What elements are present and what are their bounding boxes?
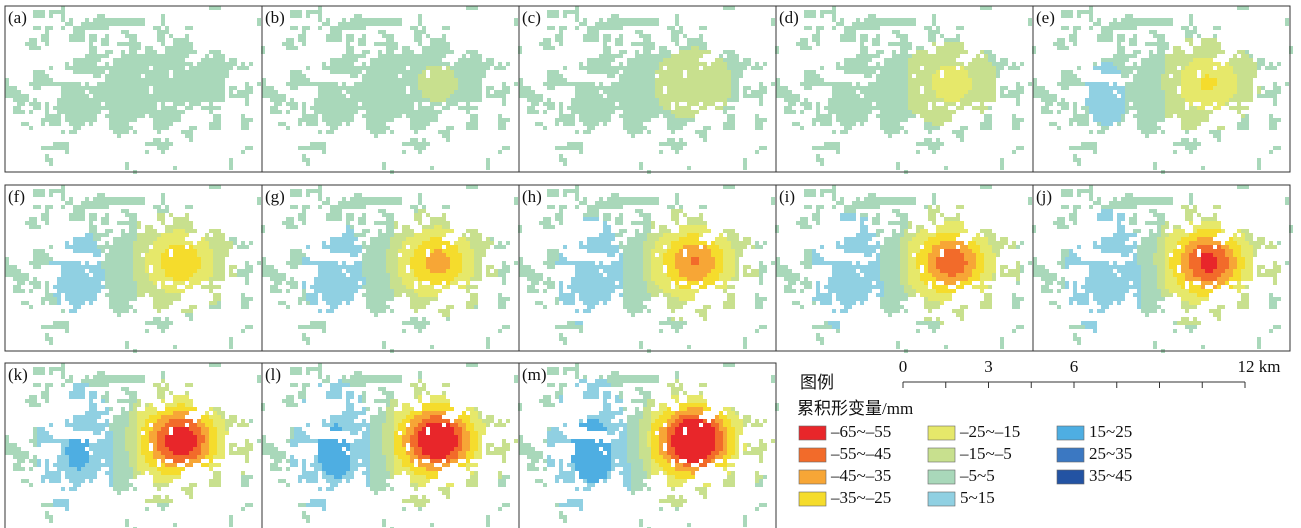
scale-label: 6	[1070, 357, 1079, 376]
panel-label: (b)	[265, 8, 285, 27]
panel-label: (k)	[8, 365, 28, 384]
panel-label: (m)	[522, 365, 547, 384]
legend-swatch	[1057, 448, 1084, 462]
deformation-patch	[318, 423, 350, 479]
legend-label: –55~–45	[830, 444, 891, 463]
map-panel: (g)	[262, 185, 522, 353]
legend-swatch	[928, 470, 955, 484]
deformation-patch	[812, 213, 884, 329]
legend-swatch	[799, 492, 826, 506]
scale-label: 0	[899, 357, 908, 376]
legend-label: –65~–55	[830, 422, 891, 441]
legend-swatch	[928, 426, 955, 440]
map-panel: (l)	[262, 363, 522, 528]
map-panel: (f)	[5, 185, 265, 353]
legend-swatch	[799, 470, 826, 484]
legend-subtitle: 累积形变量/mm	[797, 399, 913, 418]
panel-label: (l)	[265, 365, 281, 384]
map-panel: (k)	[5, 363, 265, 528]
panel-label: (d)	[779, 8, 799, 27]
map-panel: (h)	[519, 185, 779, 353]
legend-swatch	[799, 426, 826, 440]
panel-label: (j)	[1036, 187, 1052, 206]
figure: 图例 累积形变量/mm (a) (b) (c) (d) (e) (f) (g) (h) (i) (…	[0, 0, 1301, 528]
deformation-patch	[262, 6, 522, 174]
map-panel: (d)	[776, 6, 1036, 174]
map-panel: (c)	[519, 6, 779, 174]
legend-label: –5~5	[959, 466, 995, 485]
deformation-patch	[5, 6, 265, 174]
deformation-patch	[555, 217, 623, 325]
legend-swatch	[1057, 470, 1084, 484]
deformation-patch	[571, 419, 611, 483]
panel-label: (f)	[8, 187, 25, 206]
legend-label: 5~15	[960, 488, 995, 507]
panel-label: (g)	[265, 187, 285, 206]
scale-label: 12 km	[1238, 357, 1281, 376]
map-panel: (j)	[1033, 185, 1293, 353]
legend-label: 15~25	[1089, 422, 1132, 441]
deformation-patch	[936, 249, 968, 277]
legend-swatch	[1057, 426, 1084, 440]
legend-label: –15~–5	[959, 444, 1012, 463]
deformation-patch	[1033, 6, 1293, 174]
deformation-patch	[519, 6, 779, 174]
map-panel: (b)	[262, 6, 522, 174]
deformation-patch	[1065, 209, 1141, 333]
legend-swatch	[928, 492, 955, 506]
panel-label: (h)	[522, 187, 542, 206]
map-panel: (a)	[5, 6, 265, 174]
deformation-patch	[165, 427, 197, 455]
deformation-patch	[1085, 62, 1125, 126]
legend-title: 图例	[800, 373, 834, 392]
legend-label: 25~35	[1089, 444, 1132, 463]
legend-swatch	[928, 448, 955, 462]
deformation-patch	[49, 233, 105, 313]
panel-label: (c)	[522, 8, 541, 27]
panel-label: (a)	[8, 8, 27, 27]
legend-label: 35~45	[1089, 466, 1132, 485]
legend-label: –45~–35	[830, 466, 891, 485]
map-panel: (e)	[1033, 6, 1293, 174]
deformation-patch	[691, 257, 699, 265]
deformation-patch	[302, 225, 366, 313]
map-figure: 图例 累积形变量/mm (a) (b) (c) (d) (e) (f) (g) (h) (i) (…	[0, 0, 1301, 528]
panel-label: (i)	[779, 187, 795, 206]
scale-label: 3	[984, 357, 993, 376]
panel-label: (e)	[1036, 8, 1055, 27]
map-panel: (i)	[776, 185, 1036, 353]
legend-swatch	[799, 448, 826, 462]
deformation-patch	[776, 6, 1036, 174]
legend-label: –25~–15	[959, 422, 1020, 441]
map-panel: (m)	[519, 363, 779, 528]
legend-label: –35~–25	[830, 488, 891, 507]
